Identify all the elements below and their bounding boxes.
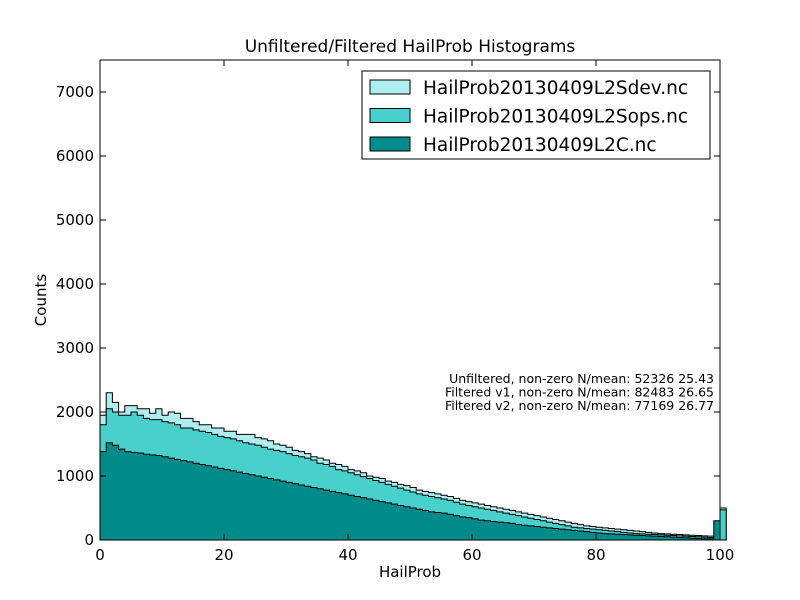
x-tick-label: 80 [586,546,605,564]
legend-box [361,70,711,160]
histogram-series-3 [99,442,721,541]
series-layer [99,392,727,541]
stats-annotation: Unfiltered, non-zero N/mean: 52326 25.43 [449,371,714,386]
x-axis-label: HailProb [379,563,441,581]
legend-label: HailProb20130409L2C.nc [423,135,657,156]
chart-title: Unfiltered/Filtered HailProb Histograms [245,37,576,57]
y-tick-label: 7000 [56,83,94,101]
plot-frame [99,59,721,541]
legend-swatch [369,79,411,95]
x-tick-label: 100 [706,546,735,564]
stats-annotation: Filtered v2, non-zero N/mean: 77169 26.7… [445,398,714,413]
y-tick-label: 0 [84,531,94,549]
legend-swatch [369,108,411,123]
axis-ticks: 0 20 40 60 80 1000100020003000400050006000700… [56,60,735,564]
y-tick-label: 1000 [56,467,94,485]
y-axis-label: Counts [32,274,50,327]
legend: HailProb20130409L2Sdev.nc HailProb2013040… [361,70,711,160]
y-tick-label: 6000 [56,147,94,165]
y-tick-label: 5000 [56,211,94,229]
stats-annotations: Unfiltered, non-zero N/mean: 52326 25.43… [445,371,714,413]
y-tick-label: 4000 [56,275,94,293]
x-tick-label: 20 [214,546,233,564]
legend-label: HailProb20130409L2Sdev.nc [423,78,688,99]
y-tick-label: 3000 [56,339,94,357]
legend-label: HailProb20130409L2Sops.nc [423,107,688,128]
y-tick-label: 2000 [56,403,94,421]
legend-swatch [369,136,411,152]
x-tick-label: 0 [95,546,105,564]
x-tick-label: 60 [462,546,481,564]
stats-annotation: Filtered v1, non-zero N/mean: 82483 26.6… [445,385,714,400]
x-tick-label: 40 [338,546,357,564]
